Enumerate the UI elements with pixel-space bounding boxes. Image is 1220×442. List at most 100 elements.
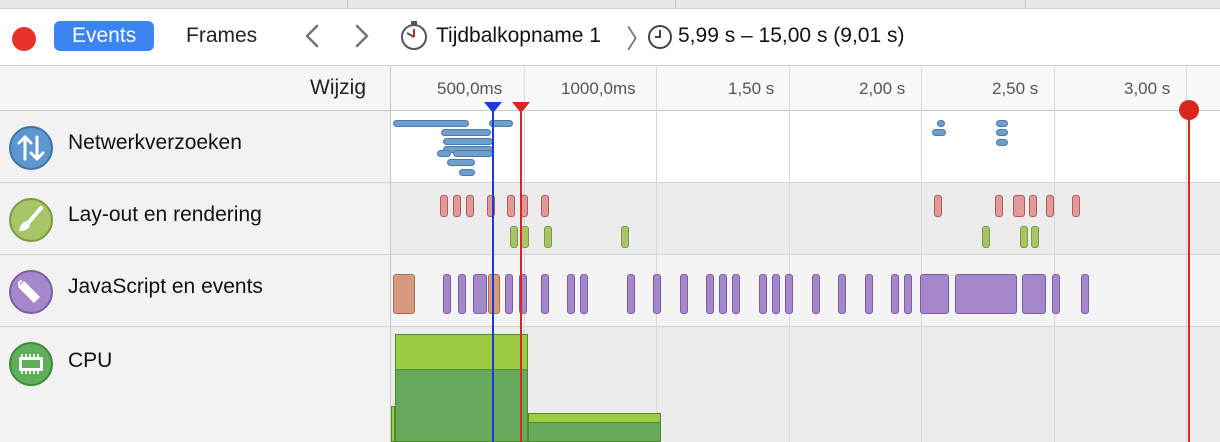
network-request-bar[interactable] [459, 169, 475, 176]
layout-event-mark[interactable] [466, 195, 474, 217]
back-chevron-icon[interactable] [298, 21, 328, 51]
frames-tab-button[interactable]: Frames [186, 24, 258, 47]
script-event-mark[interactable] [719, 274, 727, 314]
script-event-mark[interactable] [488, 274, 500, 314]
timeline-view: Wijzig Netwerkverzoeken Lay-out en r [0, 66, 1220, 442]
network-request-bar[interactable] [996, 129, 1008, 136]
record-button[interactable] [12, 27, 36, 51]
track-network[interactable]: Netwerkverzoeken [0, 111, 390, 183]
script-event-mark[interactable] [473, 274, 487, 314]
timeline-sidebar: Wijzig Netwerkverzoeken Lay-out en r [0, 66, 391, 442]
sidebar-header: Wijzig [0, 66, 390, 111]
network-request-bar[interactable] [443, 138, 493, 145]
paint-event-mark[interactable] [982, 226, 990, 248]
time-range-crumb[interactable]: 5,99 s – 15,00 s (9,01 s) [678, 24, 905, 47]
layout-event-mark[interactable] [440, 195, 448, 217]
network-request-bar[interactable] [996, 120, 1008, 127]
script-event-mark[interactable] [920, 274, 949, 314]
network-request-bar[interactable] [437, 150, 451, 157]
script-event-mark[interactable] [706, 274, 714, 314]
grid-line [1186, 66, 1187, 442]
layout-event-mark[interactable] [487, 195, 495, 217]
layout-event-mark[interactable] [453, 195, 461, 217]
track-label-layout: Lay-out en rendering [68, 203, 262, 226]
selection-end-handle[interactable] [512, 102, 530, 113]
cpu-chip-icon [8, 341, 54, 387]
playhead-handle[interactable] [1179, 100, 1199, 120]
script-event-mark[interactable] [772, 274, 780, 314]
cpu-usage-bar[interactable] [395, 369, 528, 442]
script-event-mark[interactable] [567, 274, 575, 314]
clock-icon [647, 24, 673, 50]
layout-event-mark[interactable] [1029, 195, 1037, 217]
paint-event-mark[interactable] [544, 226, 552, 248]
network-request-bar[interactable] [441, 129, 491, 136]
script-event-mark[interactable] [865, 274, 873, 314]
layout-event-mark[interactable] [507, 195, 515, 217]
paint-event-mark[interactable] [521, 226, 529, 248]
forward-chevron-icon[interactable] [346, 21, 376, 51]
script-event-mark[interactable] [627, 274, 635, 314]
layout-event-mark[interactable] [1072, 195, 1080, 217]
cpu-usage-bar[interactable] [391, 406, 395, 442]
script-event-mark[interactable] [519, 274, 527, 314]
script-event-mark[interactable] [1052, 274, 1060, 314]
timeline-graph[interactable]: 500,0ms 1000,0ms 1,50 s 2,00 s 2,50 s 3,… [391, 66, 1220, 442]
script-event-mark[interactable] [891, 274, 899, 314]
layout-event-mark[interactable] [541, 195, 549, 217]
layout-event-mark[interactable] [1013, 195, 1025, 217]
ruler-tick-label: 1,50 s [728, 79, 775, 98]
network-request-bar[interactable] [489, 120, 513, 127]
layout-event-mark[interactable] [934, 195, 942, 217]
timeline-toolbar: Events Frames Tijdbalkopname 1 〉 5,99 s … [0, 9, 1220, 66]
script-event-mark[interactable] [580, 274, 588, 314]
script-event-mark[interactable] [732, 274, 740, 314]
network-request-bar[interactable] [996, 139, 1008, 146]
script-event-mark[interactable] [955, 274, 1017, 314]
script-scroll-icon [8, 269, 54, 315]
events-tab-button[interactable]: Events [54, 21, 155, 51]
script-event-mark[interactable] [458, 274, 466, 314]
selection-start-marker[interactable] [492, 106, 494, 442]
track-javascript[interactable]: JavaScript en events [0, 255, 390, 327]
track-layout[interactable]: Lay-out en rendering [0, 183, 390, 255]
network-request-bar[interactable] [393, 120, 469, 127]
cpu-usage-bar[interactable] [528, 422, 661, 442]
script-event-mark[interactable] [393, 274, 415, 314]
network-request-bar[interactable] [937, 120, 945, 127]
script-event-mark[interactable] [812, 274, 820, 314]
network-request-bar[interactable] [453, 150, 493, 157]
script-event-mark[interactable] [838, 274, 846, 314]
layout-event-mark[interactable] [995, 195, 1003, 217]
network-request-bar[interactable] [932, 129, 946, 136]
paint-event-mark[interactable] [1020, 226, 1028, 248]
window-tab-strip [0, 0, 1220, 9]
paint-event-mark[interactable] [510, 226, 518, 248]
script-event-mark[interactable] [1022, 274, 1046, 314]
script-event-mark[interactable] [1081, 274, 1089, 314]
script-event-mark[interactable] [785, 274, 793, 314]
edit-button[interactable]: Wijzig [310, 76, 366, 99]
selection-start-handle[interactable] [484, 102, 502, 113]
javascript-row [391, 255, 1220, 327]
script-event-mark[interactable] [680, 274, 688, 314]
paint-event-mark[interactable] [1031, 226, 1039, 248]
script-event-mark[interactable] [759, 274, 767, 314]
playhead-line[interactable] [1188, 110, 1190, 442]
network-request-bar[interactable] [447, 159, 475, 166]
grid-line [656, 66, 657, 442]
ruler-tick-label: 1000,0ms [561, 79, 636, 98]
script-event-mark[interactable] [443, 274, 451, 314]
layout-event-mark[interactable] [1046, 195, 1054, 217]
ruler-tick-label: 3,00 s [1124, 79, 1171, 98]
paint-event-mark[interactable] [621, 226, 629, 248]
script-event-mark[interactable] [541, 274, 549, 314]
script-event-mark[interactable] [904, 274, 912, 314]
script-event-mark[interactable] [505, 274, 513, 314]
track-cpu[interactable]: CPU [0, 327, 390, 442]
script-event-mark[interactable] [653, 274, 661, 314]
selection-end-marker[interactable] [520, 106, 522, 442]
recording-name-crumb[interactable]: Tijdbalkopname 1 [436, 24, 601, 47]
grid-line [1054, 66, 1055, 442]
stopwatch-icon [398, 19, 430, 51]
